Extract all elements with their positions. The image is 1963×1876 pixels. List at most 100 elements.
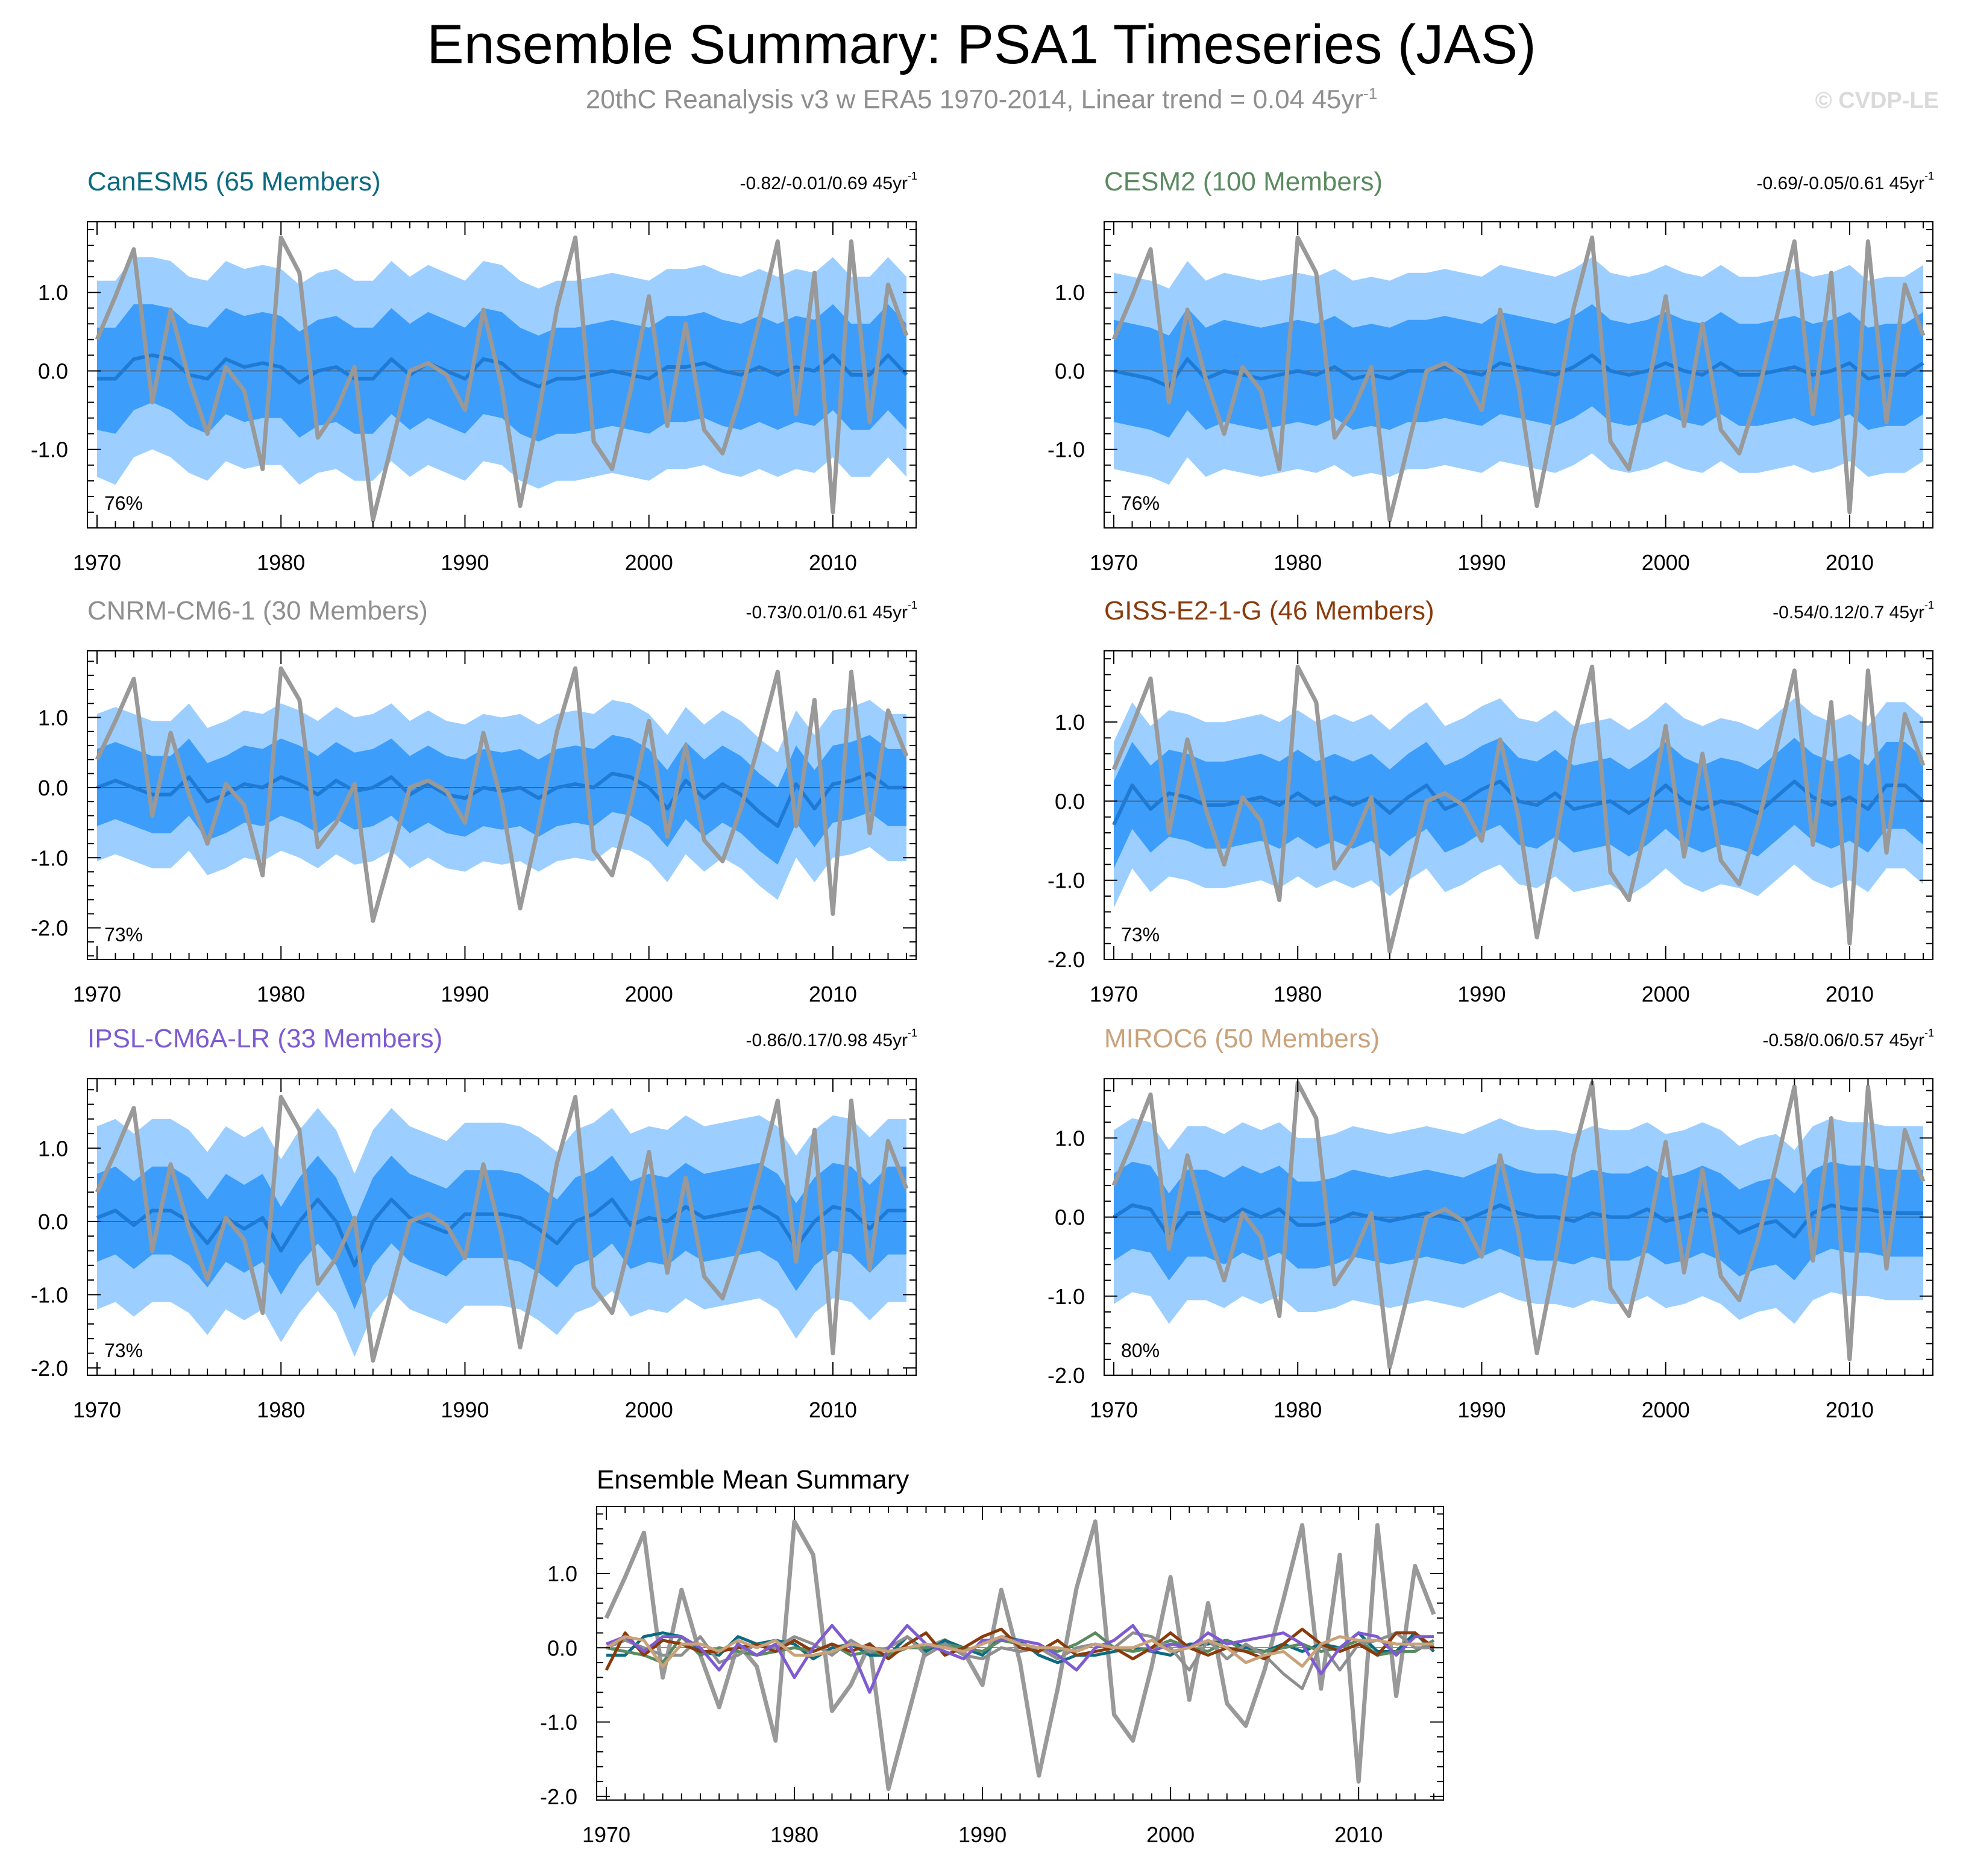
observations-line <box>1111 235 1926 522</box>
panel-title: GISS-E2-1-G (46 Members) <box>1104 596 1434 626</box>
x-tick-label: 2010 <box>809 550 857 575</box>
chart-panel-6: MIROC6 (50 Members) -0.58/0.06/0.57 45yr -… <box>1047 1024 1934 1422</box>
x-tick-label: 1970 <box>1090 550 1138 575</box>
x-tick-label: 1980 <box>770 1822 818 1847</box>
figure-title: Ensemble Summary: PSA1 Timeseries (JAS) <box>427 14 1536 75</box>
x-tick-label: 2000 <box>1642 550 1690 575</box>
x-tick-label: 1970 <box>73 550 121 575</box>
x-tick-label: 1970 <box>73 1398 121 1422</box>
trend-superscript: -1 <box>1924 170 1934 182</box>
trend-label: -0.73/0.01/0.61 45yr <box>746 603 908 623</box>
y-tick-label: -2.0 <box>31 916 68 941</box>
y-tick-label: -1.0 <box>540 1710 577 1735</box>
ensemble-mean-line-ipsl-cm6a-lr <box>606 1623 1434 1694</box>
trend-superscript: -1 <box>1924 1027 1934 1039</box>
trend-superscript: -1 <box>1924 599 1934 611</box>
y-tick-label: -1.0 <box>1047 438 1085 462</box>
x-tick-label: 2000 <box>1642 982 1690 1006</box>
x-tick-label: 1990 <box>1457 550 1506 575</box>
inner-band <box>97 304 906 442</box>
x-tick-label: 2010 <box>1826 982 1874 1006</box>
x-tick-label: 2000 <box>625 1398 673 1422</box>
panel-title: IPSL-CM6A-LR (33 Members) <box>87 1024 442 1053</box>
y-tick-label: -1.0 <box>31 1282 68 1307</box>
y-tick-label: 0.0 <box>38 1209 68 1234</box>
trend-label: -0.58/0.06/0.57 45yr <box>1762 1031 1924 1050</box>
observations-line <box>95 666 909 923</box>
y-tick-label: -1.0 <box>31 438 68 462</box>
ensemble-mean-line <box>1112 779 1924 826</box>
trend-superscript: -1 <box>908 170 917 182</box>
trend-label: -0.69/-0.05/0.61 45yr <box>1756 174 1924 193</box>
x-tick-label: 1970 <box>582 1822 630 1847</box>
percent-label: 73% <box>104 1340 143 1361</box>
x-tick-label: 1990 <box>441 550 489 575</box>
y-tick-label: -2.0 <box>540 1784 577 1809</box>
x-tick-label: 1980 <box>257 1398 305 1422</box>
y-tick-label: 1.0 <box>38 1136 68 1161</box>
ensemble-mean-line-cnrm-cm6-1 <box>606 1631 1434 1690</box>
x-tick-label: 2000 <box>625 982 673 1006</box>
x-tick-label: 1980 <box>1274 982 1322 1006</box>
y-tick-label: -1.0 <box>1047 1284 1085 1309</box>
y-tick-label: 0.0 <box>1055 359 1085 383</box>
y-tick-label: 1.0 <box>547 1561 577 1586</box>
x-tick-label: 1980 <box>1274 1398 1322 1422</box>
panel-title: CanESM5 (65 Members) <box>87 167 381 196</box>
y-tick-label: 1.0 <box>1055 710 1085 735</box>
inner-band <box>1114 1161 1923 1281</box>
x-tick-label: 1990 <box>1457 982 1506 1006</box>
y-tick-label: 0.0 <box>1055 789 1085 814</box>
observations-line <box>95 1094 909 1363</box>
y-tick-label: -1.0 <box>1047 868 1085 893</box>
panel-title: CNRM-CM6-1 (30 Members) <box>87 596 428 626</box>
chart-panel-4: GISS-E2-1-G (46 Members) -0.54/0.12/0.7 4… <box>1047 596 1934 1006</box>
ensemble-mean-line <box>96 1197 906 1267</box>
x-tick-label: 2010 <box>809 1398 857 1422</box>
x-tick-label: 1970 <box>73 982 121 1006</box>
x-tick-label: 2010 <box>1826 550 1874 575</box>
y-tick-label: 1.0 <box>1055 1126 1085 1150</box>
x-tick-label: 2010 <box>809 982 857 1006</box>
x-tick-label: 2000 <box>1146 1822 1195 1847</box>
panel-title: CESM2 (100 Members) <box>1104 167 1383 196</box>
panel-title: MIROC6 (50 Members) <box>1104 1024 1380 1053</box>
y-tick-label: 1.0 <box>1055 280 1085 305</box>
percent-label: 76% <box>1121 492 1160 514</box>
y-tick-label: -2.0 <box>1047 947 1085 972</box>
x-tick-label: 1990 <box>441 1398 489 1422</box>
y-tick-label: 1.0 <box>38 706 68 730</box>
x-tick-label: 1990 <box>1457 1398 1506 1422</box>
x-tick-label: 2010 <box>1334 1822 1383 1847</box>
chart-panel-3: CNRM-CM6-1 (30 Members) -0.73/0.01/0.61 4… <box>31 596 917 1006</box>
ensemble-mean-line <box>97 353 908 389</box>
y-tick-label: -2.0 <box>1047 1363 1085 1388</box>
subtitle-text: 20thC Reanalysis v3 w ERA5 1970-2014, Li… <box>585 84 1364 115</box>
y-tick-label: 0.0 <box>1055 1205 1085 1230</box>
chart-panel-7: Ensemble Mean Summary 1970 1980 1990 2000 201… <box>540 1465 1444 1847</box>
x-tick-label: 1970 <box>1090 1398 1138 1422</box>
trend-label: -0.86/0.17/0.98 45yr <box>746 1031 908 1050</box>
watermark: © CVDP-LE <box>1815 88 1939 113</box>
chart-panel-1: CanESM5 (65 Members) -0.82/-0.01/0.69 45y… <box>31 167 917 575</box>
figure-subtitle: 20thC Reanalysis v3 w ERA5 1970-2014, Li… <box>0 84 1963 115</box>
x-tick-label: 1990 <box>958 1822 1007 1847</box>
observations-line <box>1111 1081 1926 1370</box>
trend-superscript: -1 <box>908 599 917 611</box>
y-tick-label: 0.0 <box>38 776 68 800</box>
x-tick-label: 2010 <box>1826 1398 1874 1422</box>
trend-superscript: -1 <box>908 1027 917 1039</box>
panel-title: Ensemble Mean Summary <box>597 1465 909 1495</box>
x-tick-label: 1980 <box>257 550 305 575</box>
observations-line <box>1111 664 1926 954</box>
percent-label: 73% <box>104 924 143 946</box>
x-tick-label: 1990 <box>441 982 489 1006</box>
y-tick-label: 0.0 <box>547 1636 577 1660</box>
x-tick-label: 2000 <box>625 550 673 575</box>
observations-line <box>95 235 909 522</box>
subtitle-superscript: -1 <box>1363 84 1378 102</box>
y-tick-label: -1.0 <box>31 845 68 870</box>
chart-panel-5: IPSL-CM6A-LR (33 Members) -0.86/0.17/0.98… <box>31 1024 917 1422</box>
